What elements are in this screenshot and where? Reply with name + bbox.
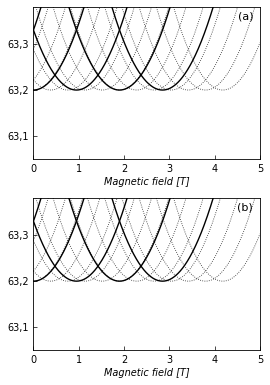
X-axis label: Magnetic field [T]: Magnetic field [T] bbox=[104, 177, 190, 187]
Text: (b): (b) bbox=[237, 203, 253, 213]
X-axis label: Magnetic field [T]: Magnetic field [T] bbox=[104, 368, 190, 378]
Text: (a): (a) bbox=[238, 12, 253, 22]
